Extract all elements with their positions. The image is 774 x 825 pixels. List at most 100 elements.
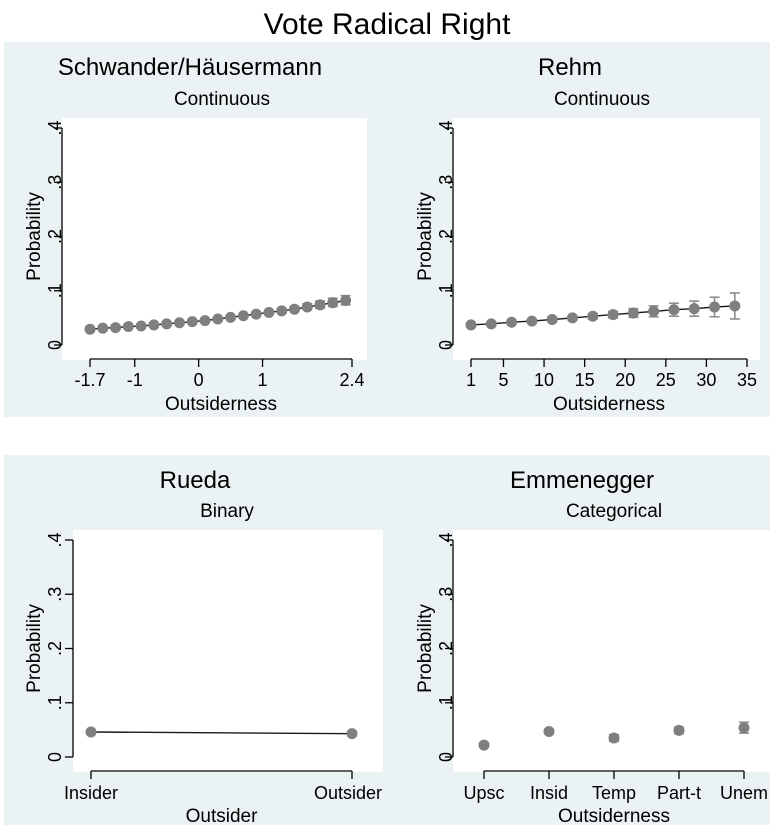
data-point — [237, 310, 249, 322]
y-axis-label: Probability — [24, 192, 45, 281]
panel-title: Emmenegger — [510, 467, 654, 494]
y-tick-label: .1 — [45, 695, 65, 710]
data-point — [506, 316, 518, 328]
x-axis-label: Outsiderness — [553, 394, 665, 415]
data-point — [738, 722, 750, 734]
figure-title: Vote Radical Right — [264, 8, 511, 41]
x-tick-label: -1 — [127, 370, 143, 390]
x-tick-label: 25 — [656, 370, 676, 390]
y-axis-label: Probability — [24, 604, 45, 693]
y-tick-label: .1 — [436, 695, 456, 710]
x-axis-label: Outsiderness — [165, 394, 277, 415]
data-point — [478, 739, 490, 751]
y-tick-label: .2 — [436, 229, 456, 244]
data-point — [314, 299, 326, 311]
data-point — [608, 732, 620, 744]
data-point — [627, 307, 639, 319]
data-point — [673, 724, 685, 736]
plot-region — [73, 530, 383, 772]
y-tick-label: 0 — [45, 752, 65, 762]
y-tick-label: .2 — [45, 229, 65, 244]
series-line — [90, 731, 353, 735]
y-tick-label: .4 — [45, 532, 65, 547]
panel-subtitle: Binary — [200, 501, 254, 522]
data-point — [85, 726, 97, 738]
data-point — [276, 305, 288, 317]
data-point — [668, 304, 680, 316]
x-axis-label: Outsiderness — [558, 806, 670, 825]
x-tick-label: Unem — [720, 783, 768, 803]
x-tick-label: 0 — [194, 370, 204, 390]
panel-3: Emmenegger Categorical 0 .1 .2 .3 .4 Probabilit… — [387, 455, 773, 825]
y-tick-label: .2 — [436, 641, 456, 656]
x-tick-label: 35 — [737, 370, 757, 390]
x-tick-label: Insider — [64, 783, 118, 803]
x-tick-label: 15 — [575, 370, 595, 390]
y-tick-label: .4 — [45, 120, 65, 135]
data-point — [263, 306, 275, 318]
y-tick-label: .4 — [436, 532, 456, 547]
data-point — [729, 300, 741, 312]
data-point — [340, 295, 352, 307]
data-point — [148, 319, 160, 331]
data-point — [199, 315, 211, 327]
panel-title: Rehm — [538, 54, 602, 81]
plot-region — [453, 118, 760, 360]
y-tick-label: 0 — [436, 340, 456, 350]
x-tick-label: 30 — [696, 370, 716, 390]
y-tick-label: 0 — [45, 340, 65, 350]
data-point — [485, 318, 497, 330]
data-point — [288, 303, 300, 315]
data-point — [97, 322, 109, 334]
data-point — [543, 726, 555, 738]
data-point — [709, 301, 721, 313]
data-point — [327, 297, 339, 309]
y-axis-label: Probability — [415, 192, 436, 281]
data-point — [122, 321, 134, 333]
x-tick-label: -1.7 — [74, 370, 105, 390]
x-tick-label: 5 — [498, 370, 508, 390]
y-axis-label: Probability — [415, 604, 436, 693]
data-point — [250, 308, 262, 320]
panel-subtitle: Categorical — [566, 501, 662, 522]
data-point — [526, 315, 538, 327]
x-tick-label: 1 — [258, 370, 268, 390]
x-tick-label: 20 — [615, 370, 635, 390]
x-tick-label: 10 — [534, 370, 554, 390]
panel-subtitle: Continuous — [554, 89, 650, 110]
x-tick-label: 1 — [466, 370, 476, 390]
x-tick-label: Upsc — [463, 783, 504, 803]
data-point — [688, 303, 700, 315]
x-tick-label: Part-t — [657, 783, 701, 803]
y-tick-label: .3 — [436, 175, 456, 190]
data-point — [161, 318, 173, 330]
data-point — [225, 311, 237, 323]
y-tick-label: .4 — [436, 120, 456, 135]
data-point — [301, 301, 313, 313]
y-tick-label: 0 — [436, 752, 456, 762]
x-tick-label: Insid — [530, 783, 568, 803]
panel-0: Schwander/Häusermann Continuous 0 .1 .2 .3 .4 P… — [4, 42, 387, 417]
y-tick-label: .1 — [45, 283, 65, 298]
data-point — [110, 322, 122, 334]
data-point — [566, 312, 578, 324]
y-tick-label: .1 — [436, 283, 456, 298]
data-point — [212, 313, 224, 325]
data-point — [84, 323, 96, 335]
data-point — [346, 728, 358, 740]
data-point — [546, 314, 558, 326]
data-point — [607, 309, 619, 321]
y-tick-label: .3 — [45, 587, 65, 602]
data-point — [186, 316, 198, 328]
plot-region — [62, 118, 367, 360]
y-tick-label: .3 — [45, 175, 65, 190]
data-point — [173, 317, 185, 329]
panel-subtitle: Continuous — [174, 89, 270, 110]
y-tick-label: .3 — [436, 587, 456, 602]
data-point — [135, 320, 147, 332]
data-point — [465, 319, 477, 331]
panel-2: Rueda Binary 0 .1 .2 .3 .4 Probability Insider Ou… — [4, 455, 387, 825]
x-tick-label: Outsider — [314, 783, 382, 803]
